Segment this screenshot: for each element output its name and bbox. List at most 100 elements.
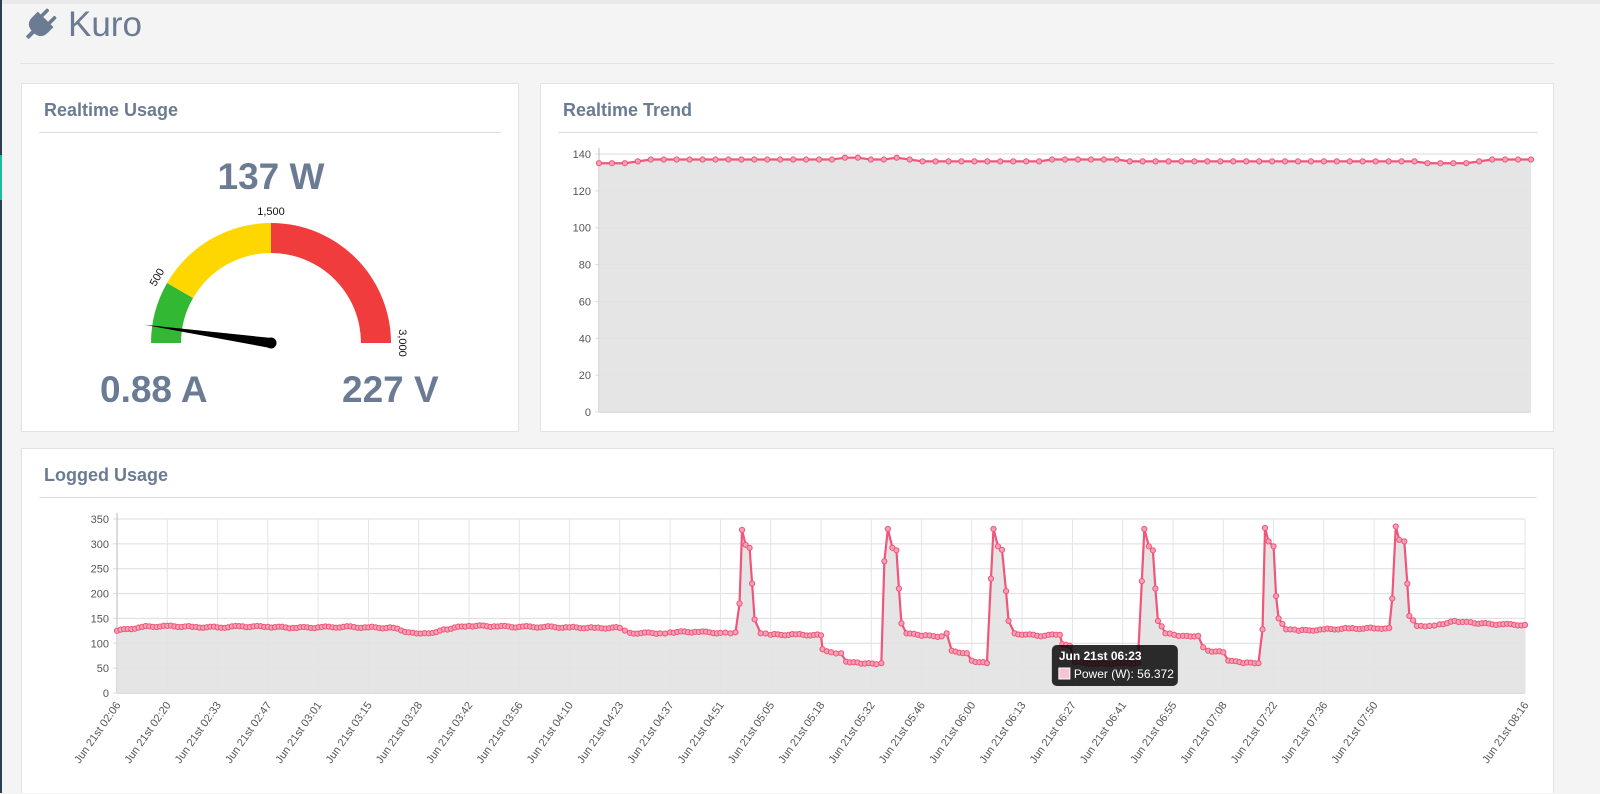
data-point [1217,158,1224,165]
panel-title: Logged Usage [44,465,169,485]
gauge-tick-label: 500 [148,267,168,289]
data-point [712,156,719,163]
app-title: Kuro [68,5,142,44]
realtime-trend-panel: Realtime Trend 0 20 40 60 80 100 120 140 [540,83,1554,432]
data-point [1320,158,1327,165]
data-point [1036,158,1043,165]
data-point [656,630,664,637]
data-point [738,526,746,534]
panel-divider [39,497,1537,498]
y-tick-label: 100 [91,638,109,650]
data-point [751,156,758,163]
data-point [1010,158,1017,165]
data-point [832,650,840,657]
y-tick-label: 250 [91,564,109,576]
data-point [1359,158,1366,165]
data-point [1165,158,1172,165]
data-point [751,616,758,623]
x-tick-label: Jun 21st 02:47 [223,700,274,766]
y-tick-label: 40 [579,333,591,345]
data-point [621,160,628,167]
data-point [1113,156,1120,163]
data-point [827,649,835,656]
tooltip-swatch [1058,667,1071,680]
data-point [1204,158,1211,165]
data-point [1259,626,1266,633]
data-point [762,630,769,637]
gauge-tick-label: 3,000 [396,329,408,357]
data-point [1527,156,1535,163]
data-point [764,156,771,163]
data-point [1087,156,1094,163]
data-point [634,158,641,165]
data-point [717,629,724,636]
logged-usage-panel: Logged Usage 0 50 100 150 200 250 300 350 Jun 21… [21,448,1554,793]
x-tick-label: Jun 21st 02:20 [123,700,174,766]
data-point [1410,617,1417,624]
data-point [1200,644,1207,651]
data-point [749,580,756,587]
plug-icon [25,8,57,40]
data-point [1152,158,1159,165]
y-tick-label: 20 [579,370,591,382]
x-tick-label: Jun 21st 03:01 [273,700,324,766]
data-point [1424,160,1431,167]
x-tick-label: Jun 21st 04:23 [575,700,626,766]
header-divider [20,63,1554,64]
data-point [895,585,903,592]
x-tick-label: Jun 21st 07:36 [1279,700,1330,766]
gauge-band-yellow [167,223,271,298]
data-point [984,158,991,165]
y-tick-label: 350 [91,514,109,526]
data-point [1023,158,1030,165]
x-tick-label: Jun 21st 04:37 [625,700,676,766]
data-point [878,660,885,667]
data-point [1256,158,1263,165]
data-point [1243,158,1250,165]
data-point [673,156,680,163]
data-point [1398,158,1405,165]
data-point [1426,622,1433,629]
data-point [1195,632,1202,639]
data-point [1074,156,1082,163]
data-point [867,156,874,163]
data-point [1005,617,1012,625]
data-point [990,525,997,533]
x-tick-label: Jun 21st 08:16 [1480,700,1531,766]
realtime-usage-panel: Realtime Usage 137 W 500 1,500 3,000 0.88 … [21,83,519,432]
x-tick-label: Jun 21st 05:46 [877,700,928,766]
data-point [621,627,628,634]
data-point [1141,525,1148,533]
data-point [699,156,706,163]
data-point [938,633,945,640]
data-point [1178,158,1185,165]
data-point [608,160,616,167]
tooltip-title: Jun 21st 06:23 [1059,649,1142,663]
power-readout: 137 W [217,156,325,197]
data-point [790,156,797,163]
data-point [906,156,913,163]
y-tick-label: 80 [579,260,591,272]
panel-title: Realtime Usage [44,100,179,120]
data-point [1476,158,1483,165]
power-gauge: 500 1,500 3,000 [144,206,408,357]
data-point [1269,158,1276,165]
data-point [1307,158,1315,165]
data-point [1431,622,1438,629]
panel-divider [39,132,501,133]
y-tick-label: 120 [573,186,591,198]
data-point [838,650,845,657]
gauge-band-green [151,283,194,343]
data-point [725,156,732,163]
data-point [893,154,900,161]
y-tick-label: 300 [91,539,109,551]
data-point [738,156,745,163]
data-point [1294,158,1302,165]
data-point [958,158,965,165]
data-point [1270,543,1277,550]
data-point [841,154,849,161]
data-point [963,650,970,657]
current-readout: 0.88 A [100,369,208,410]
x-tick-label: Jun 21st 03:28 [374,700,425,766]
